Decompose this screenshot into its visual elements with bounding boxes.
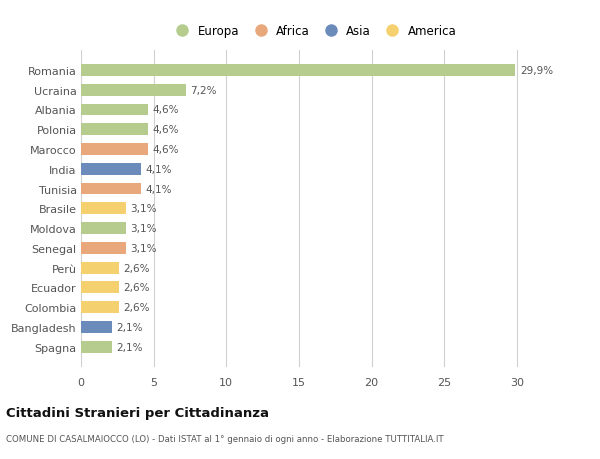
Bar [81,321,112,333]
Bar [81,84,185,96]
Bar [81,223,126,235]
Bar [81,262,119,274]
Bar [81,163,140,175]
Text: 7,2%: 7,2% [190,85,217,95]
Text: 3,1%: 3,1% [130,224,157,234]
Bar [81,144,148,156]
Legend: Europa, Africa, Asia, America: Europa, Africa, Asia, America [170,25,457,38]
Text: 4,6%: 4,6% [152,125,179,135]
Text: 2,6%: 2,6% [123,283,149,293]
Text: 3,1%: 3,1% [130,204,157,214]
Bar [81,104,148,116]
Text: 2,6%: 2,6% [123,263,149,273]
Bar [81,65,515,77]
Bar [81,302,119,313]
Text: 2,1%: 2,1% [116,322,142,332]
Bar [81,183,140,195]
Bar [81,124,148,136]
Text: 2,1%: 2,1% [116,342,142,352]
Bar [81,341,112,353]
Text: 4,6%: 4,6% [152,105,179,115]
Bar [81,242,126,254]
Text: 2,6%: 2,6% [123,302,149,313]
Text: 4,1%: 4,1% [145,184,172,194]
Text: 4,1%: 4,1% [145,164,172,174]
Text: 4,6%: 4,6% [152,145,179,155]
Text: COMUNE DI CASALMAIOCCO (LO) - Dati ISTAT al 1° gennaio di ogni anno - Elaborazio: COMUNE DI CASALMAIOCCO (LO) - Dati ISTAT… [6,434,443,443]
Bar [81,282,119,294]
Text: 29,9%: 29,9% [520,66,553,76]
Bar [81,203,126,215]
Text: Cittadini Stranieri per Cittadinanza: Cittadini Stranieri per Cittadinanza [6,406,269,419]
Text: 3,1%: 3,1% [130,243,157,253]
